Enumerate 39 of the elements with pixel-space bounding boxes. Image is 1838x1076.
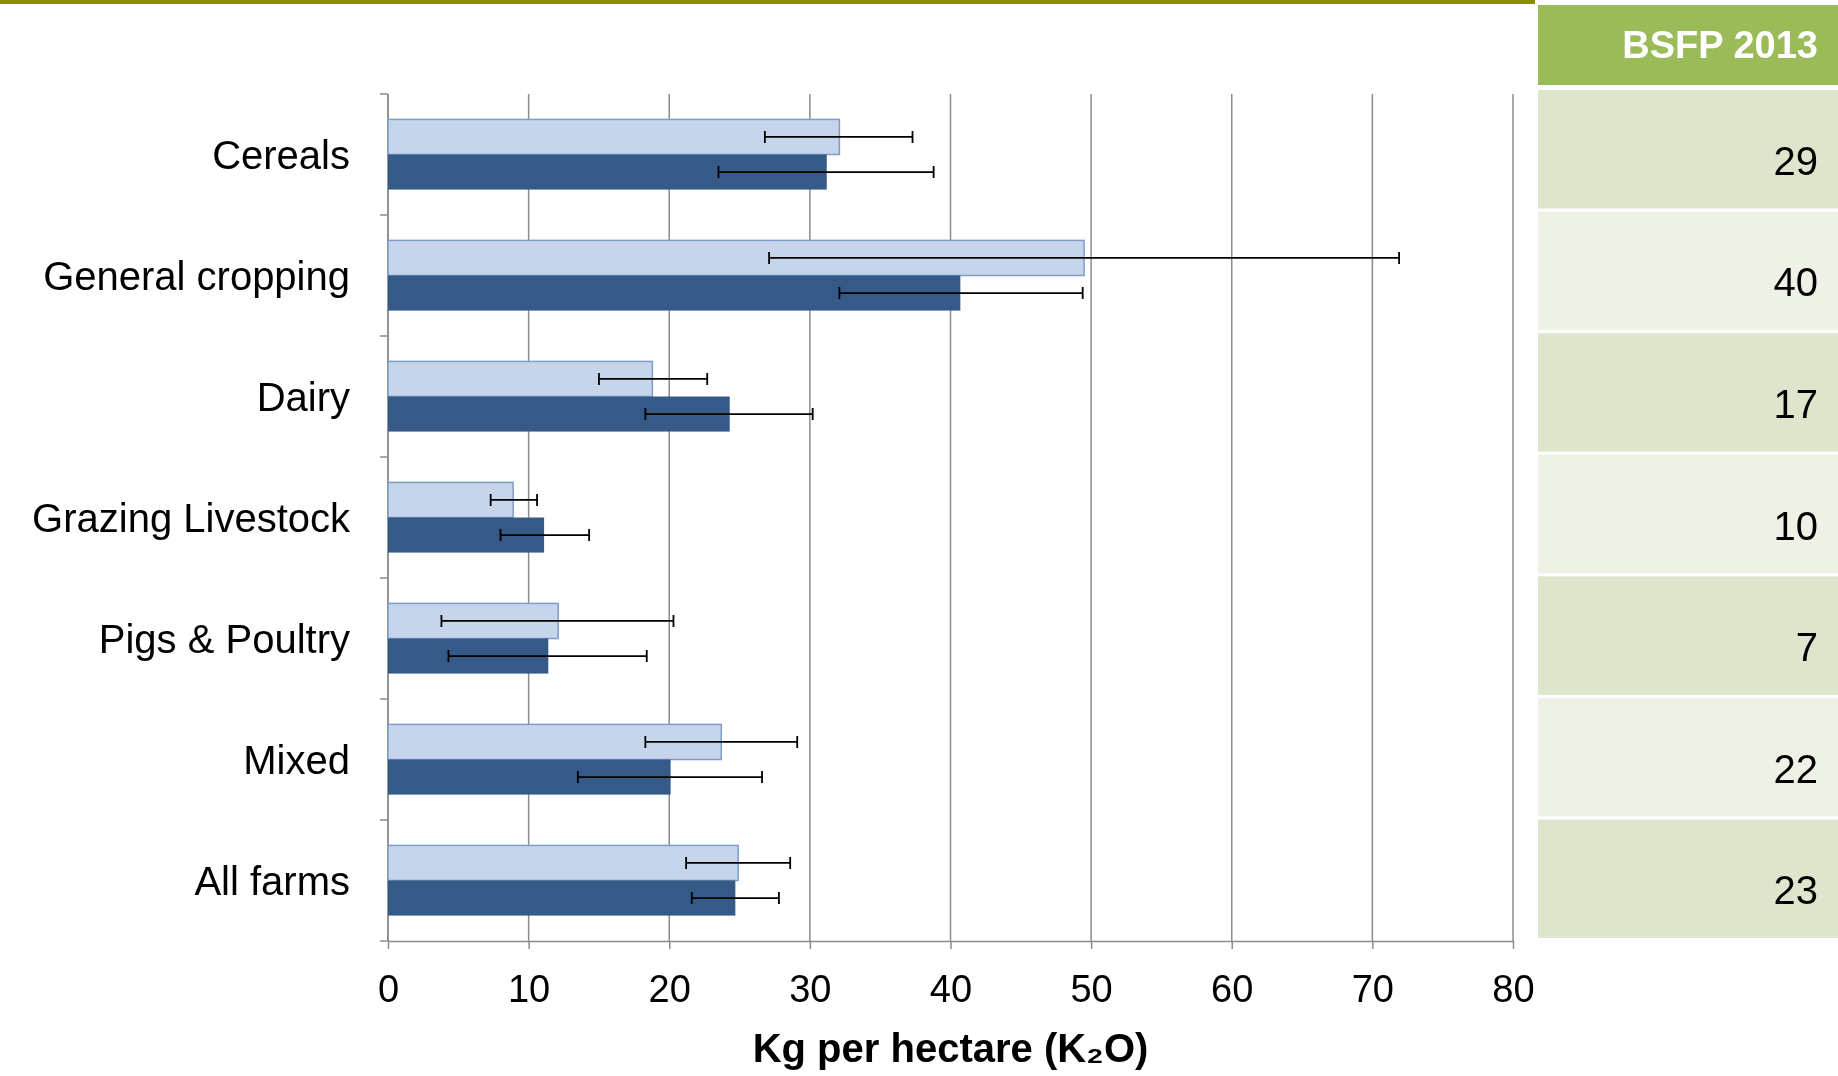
x-tick-label: 40 [929,967,973,1010]
bar [387,239,1085,277]
y-tick-label: All farms [194,858,350,903]
text: BSFP 2013 [1622,24,1818,67]
bar [387,602,559,640]
y-tick-label: Pigs & Poultry [98,616,350,661]
bar [387,481,514,519]
y-tick-label: Dairy [256,374,350,419]
x-tick-label: 30 [789,967,832,1010]
bar [387,118,841,156]
bar [388,517,545,553]
text: 40 [1773,260,1818,305]
y-tick-label: General cropping [43,253,350,298]
x-tick-label: 70 [1351,967,1395,1010]
y-tick-label: Mixed [243,737,350,782]
text: 17 [1773,381,1818,426]
bar [388,638,549,674]
text: 23 [1773,868,1818,913]
bar [388,396,730,432]
bar [388,154,827,190]
x-tick-label: 50 [1070,967,1113,1010]
y-tick-label: Grazing Livestock [32,495,351,540]
text: 10 [1773,503,1818,548]
x-tick-label: 10 [507,967,551,1010]
x-tick-label: 80 [1492,967,1535,1010]
x-tick-label: 20 [648,967,691,1010]
y-tick-label: Cereals [212,132,350,177]
text: 22 [1773,746,1818,791]
bar [387,723,723,761]
x-tick-label: 60 [1211,967,1254,1010]
bar [388,275,961,311]
bar [387,360,654,398]
bar [388,880,736,916]
text: 29 [1773,138,1818,183]
x-tick-label: 0 [377,967,400,1010]
bar [388,759,671,795]
bar [387,844,739,882]
text: 7 [1795,625,1818,670]
x-axis-title: Kg per hectare (K₂O) [752,1026,1149,1070]
